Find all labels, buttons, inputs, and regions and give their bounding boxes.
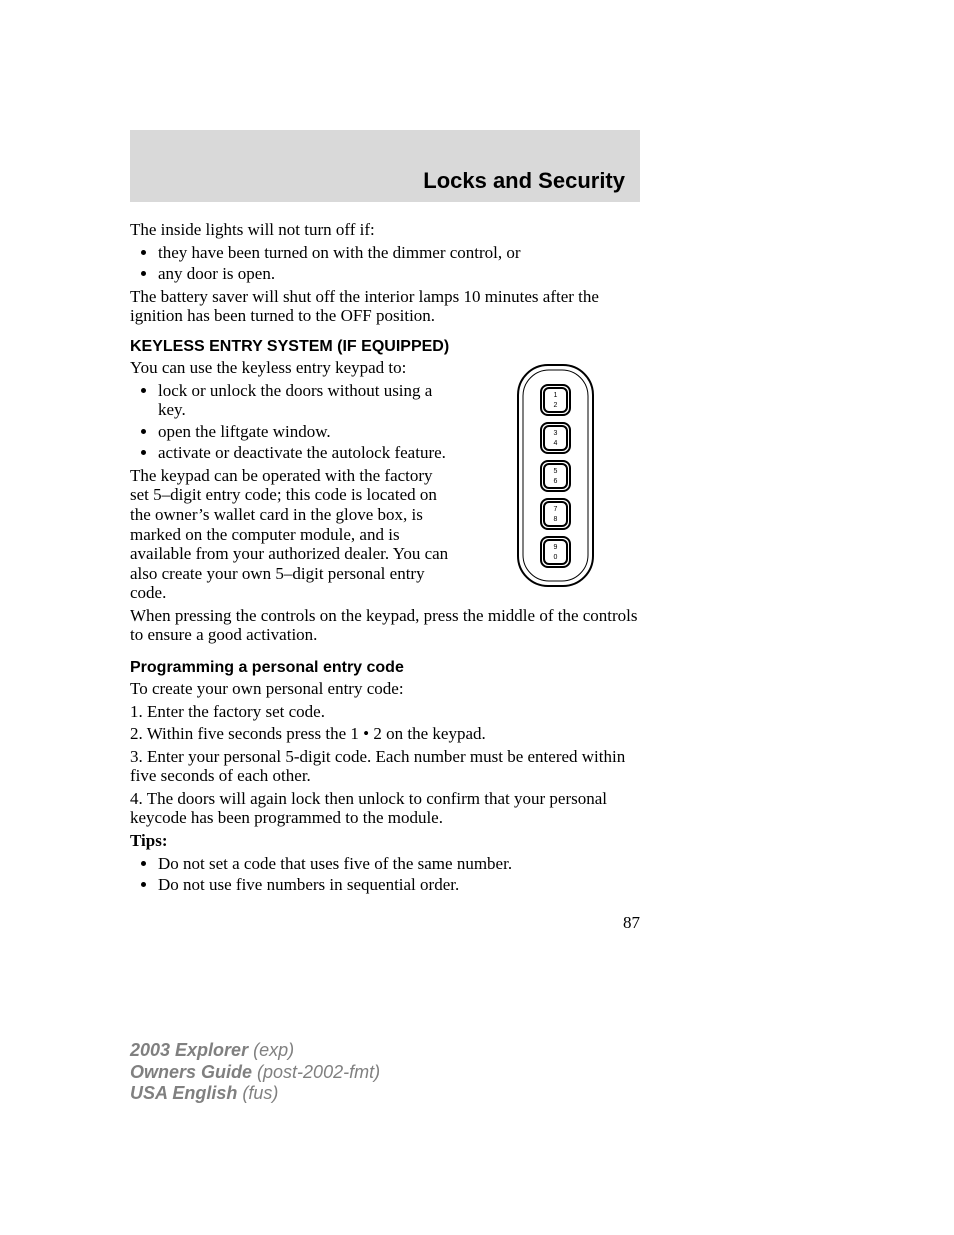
step: 2. Within five seconds press the 1 • 2 o…: [130, 724, 640, 744]
svg-text:3: 3: [553, 430, 557, 437]
footer-text: (post-2002-fmt): [257, 1062, 380, 1082]
footer-line: USA English (fus): [130, 1083, 380, 1105]
page-number: 87: [130, 913, 640, 933]
keyless-para3: When pressing the controls on the keypad…: [130, 606, 640, 645]
section-title: Locks and Security: [423, 168, 625, 194]
svg-text:2: 2: [553, 402, 557, 409]
svg-text:6: 6: [553, 478, 557, 485]
list-item: any door is open.: [158, 264, 640, 284]
footer-text: 2003 Explorer: [130, 1040, 253, 1060]
keypad-icon: 1 2 3 4 5 6 7 8 9 0: [513, 363, 598, 588]
keypad-illustration-column: 1 2 3 4 5 6 7 8 9 0: [470, 358, 640, 606]
programming-intro: To create your own personal entry code:: [130, 679, 640, 699]
intro-bullets: they have been turned on with the dimmer…: [130, 243, 640, 284]
keyless-text-column: You can use the keyless entry keypad to:…: [130, 358, 455, 606]
step: 4. The doors will again lock then unlock…: [130, 789, 640, 828]
keyless-bullets: lock or unlock the doors without using a…: [130, 381, 455, 463]
svg-text:9: 9: [553, 544, 557, 551]
list-item: Do not set a code that uses five of the …: [158, 854, 640, 874]
intro-paragraph: The inside lights will not turn off if:: [130, 220, 640, 240]
footer-text: USA English: [130, 1083, 242, 1103]
list-item: Do not use five numbers in sequential or…: [158, 875, 640, 895]
intro-paragraph-2: The battery saver will shut off the inte…: [130, 287, 640, 326]
step: 1. Enter the factory set code.: [130, 702, 640, 722]
list-item: open the liftgate window.: [158, 422, 455, 442]
tips-bullets: Do not set a code that uses five of the …: [130, 854, 640, 895]
programming-heading: Programming a personal entry code: [130, 659, 640, 677]
svg-text:4: 4: [553, 440, 557, 447]
footer-text: (exp): [253, 1040, 294, 1060]
footer-text: Owners Guide: [130, 1062, 257, 1082]
keyless-intro: You can use the keyless entry keypad to:: [130, 358, 455, 378]
svg-text:7: 7: [553, 506, 557, 513]
step: 3. Enter your personal 5-digit code. Eac…: [130, 747, 640, 786]
list-item: they have been turned on with the dimmer…: [158, 243, 640, 263]
footer-text: (fus): [242, 1083, 278, 1103]
section-header-bar: Locks and Security: [130, 130, 640, 202]
tips-label: Tips:: [130, 831, 640, 851]
footer-line: Owners Guide (post-2002-fmt): [130, 1062, 380, 1084]
page-content: The inside lights will not turn off if: …: [130, 220, 640, 932]
keyless-heading: KEYLESS ENTRY SYSTEM (IF EQUIPPED): [130, 338, 640, 356]
svg-text:5: 5: [553, 468, 557, 475]
keyless-para2: The keypad can be operated with the fact…: [130, 466, 455, 603]
keyless-two-column: You can use the keyless entry keypad to:…: [130, 358, 640, 606]
svg-text:0: 0: [553, 554, 557, 561]
footer-metadata: 2003 Explorer (exp) Owners Guide (post-2…: [130, 1040, 380, 1105]
list-item: lock or unlock the doors without using a…: [158, 381, 455, 420]
svg-text:1: 1: [553, 392, 557, 399]
svg-text:8: 8: [553, 516, 557, 523]
list-item: activate or deactivate the autolock feat…: [158, 443, 455, 463]
footer-line: 2003 Explorer (exp): [130, 1040, 380, 1062]
page: Locks and Security The inside lights wil…: [0, 0, 954, 1235]
